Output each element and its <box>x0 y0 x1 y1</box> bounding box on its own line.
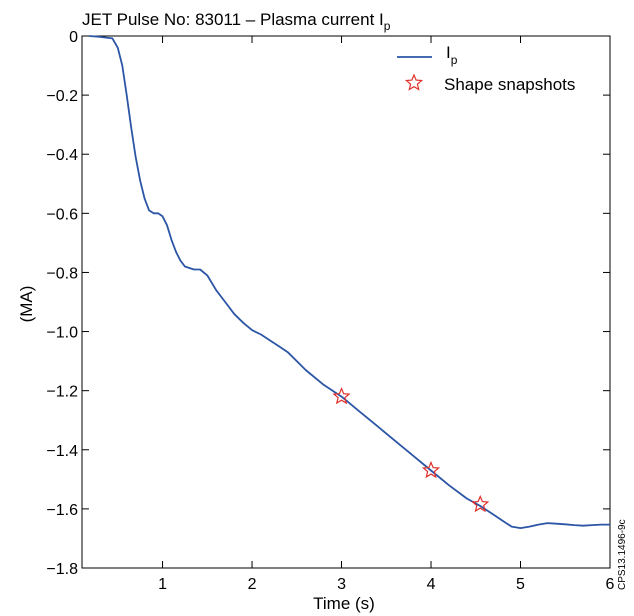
legend-star-swatch <box>404 73 424 91</box>
y-tick-label: −0.4 <box>46 147 78 164</box>
x-tick-label: 2 <box>248 576 257 593</box>
x-tick-label: 3 <box>337 576 346 593</box>
x-tick-label: 6 <box>606 576 615 593</box>
legend: Ip Shape snapshots <box>397 43 575 94</box>
y-tick-label: −1.8 <box>46 561 78 578</box>
figure-code: CPS13.1496-9c <box>617 519 628 590</box>
y-tick-label: −1.2 <box>46 384 78 401</box>
legend-label-ip-subscript: p <box>451 53 458 67</box>
y-tick-label: −1.4 <box>46 443 78 460</box>
shape-snapshot-marker <box>471 494 490 513</box>
plot-frame <box>81 35 611 569</box>
markers <box>332 387 490 513</box>
shape-snapshot-marker <box>332 387 351 405</box>
series-line-ip <box>89 35 610 529</box>
shape-snapshot-marker <box>421 460 441 479</box>
y-tick-label: −0.6 <box>46 206 78 223</box>
legend-label-ip: Ip <box>446 43 458 67</box>
chart-title-subscript: p <box>384 19 391 33</box>
axes <box>81 35 611 569</box>
ticks: 1 2 3 4 5 6 0 −0.2 −0.4 −0.6 −0.8 −1.0 −1.2 −1.4 −1.6 −… <box>46 29 614 593</box>
y-tick-label: −0.8 <box>46 265 78 282</box>
x-tick-label: 1 <box>158 576 167 593</box>
y-tick-label: −0.2 <box>46 88 78 105</box>
y-tick-label: 0 <box>69 29 78 46</box>
x-tick-label: 5 <box>516 576 525 593</box>
y-tick-label: −1.0 <box>46 325 78 342</box>
y-axis-title: (MA) <box>17 286 36 323</box>
chart-title: JET Pulse No: 83011 – Plasma current Ip <box>82 10 391 33</box>
x-axis-title: Time (s) <box>313 594 375 613</box>
legend-label-shape-snapshots: Shape snapshots <box>444 75 575 94</box>
y-tick-label: −1.6 <box>46 502 78 519</box>
x-tick-label: 4 <box>427 576 436 593</box>
series <box>89 35 610 529</box>
